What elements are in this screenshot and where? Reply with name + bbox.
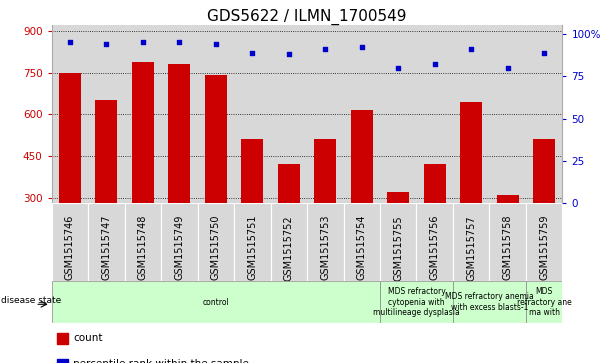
Point [320,46,330,52]
Bar [424,164,446,203]
Point [65,40,75,45]
Bar [57,359,68,363]
Bar [460,102,482,203]
FancyBboxPatch shape [234,203,271,281]
Text: GSM1515759: GSM1515759 [539,215,549,281]
Bar [161,25,198,203]
FancyBboxPatch shape [453,281,526,323]
Point [174,40,184,45]
Bar [497,195,519,203]
Bar [307,25,344,203]
Point [430,61,440,67]
FancyBboxPatch shape [52,281,380,323]
Bar [380,25,416,203]
Bar [453,25,489,203]
Point [138,40,148,45]
Bar [241,139,263,203]
Bar [234,25,271,203]
Point [211,41,221,47]
Point [393,65,403,71]
Text: GSM1515754: GSM1515754 [357,215,367,281]
FancyBboxPatch shape [416,203,453,281]
Bar [52,25,88,203]
Point [284,51,294,57]
Text: GSM1515747: GSM1515747 [102,215,111,281]
Point [466,46,476,52]
Bar [57,333,68,344]
Bar [59,73,81,203]
FancyBboxPatch shape [307,203,344,281]
Text: count: count [73,334,103,343]
Text: GSM1515758: GSM1515758 [503,215,513,281]
Point [102,41,111,47]
Bar [489,25,526,203]
Text: GSM1515748: GSM1515748 [138,215,148,280]
Bar [132,62,154,203]
Bar [205,76,227,203]
Text: GSM1515755: GSM1515755 [393,215,403,281]
FancyBboxPatch shape [125,203,161,281]
Bar [533,139,555,203]
Bar [387,192,409,203]
Text: GSM1515756: GSM1515756 [430,215,440,281]
Text: disease state: disease state [1,295,61,305]
Text: GSM1515751: GSM1515751 [247,215,257,281]
Bar [271,25,307,203]
Point [503,65,513,71]
Bar [351,110,373,203]
Text: control: control [202,298,229,307]
Title: GDS5622 / ILMN_1700549: GDS5622 / ILMN_1700549 [207,9,407,25]
Bar [344,25,380,203]
Bar [198,25,234,203]
FancyBboxPatch shape [88,203,125,281]
FancyBboxPatch shape [526,203,562,281]
Text: GSM1515752: GSM1515752 [284,215,294,281]
FancyBboxPatch shape [453,203,489,281]
Bar [168,64,190,203]
Bar [88,25,125,203]
Point [539,50,549,56]
FancyBboxPatch shape [489,203,526,281]
Bar [526,25,562,203]
FancyBboxPatch shape [161,203,198,281]
Point [247,50,257,56]
FancyBboxPatch shape [380,281,453,323]
Text: MDS refractory anemia
with excess blasts-1: MDS refractory anemia with excess blasts… [445,293,534,312]
FancyBboxPatch shape [526,281,562,323]
Text: GSM1515753: GSM1515753 [320,215,330,281]
FancyBboxPatch shape [344,203,380,281]
Bar [278,164,300,203]
Text: GSM1515749: GSM1515749 [174,215,184,280]
Text: GSM1515746: GSM1515746 [65,215,75,280]
FancyBboxPatch shape [271,203,307,281]
Point [357,45,367,50]
Text: GSM1515757: GSM1515757 [466,215,476,281]
Text: MDS
refractory ane
ma with: MDS refractory ane ma with [517,287,572,317]
FancyBboxPatch shape [198,203,234,281]
Text: MDS refractory
cytopenia with
multilineage dysplasia: MDS refractory cytopenia with multilinea… [373,287,460,317]
Bar [416,25,453,203]
FancyBboxPatch shape [380,203,416,281]
Bar [314,139,336,203]
Bar [95,101,117,203]
Bar [125,25,161,203]
Text: percentile rank within the sample: percentile rank within the sample [73,359,249,363]
FancyBboxPatch shape [52,203,88,281]
Text: GSM1515750: GSM1515750 [211,215,221,281]
